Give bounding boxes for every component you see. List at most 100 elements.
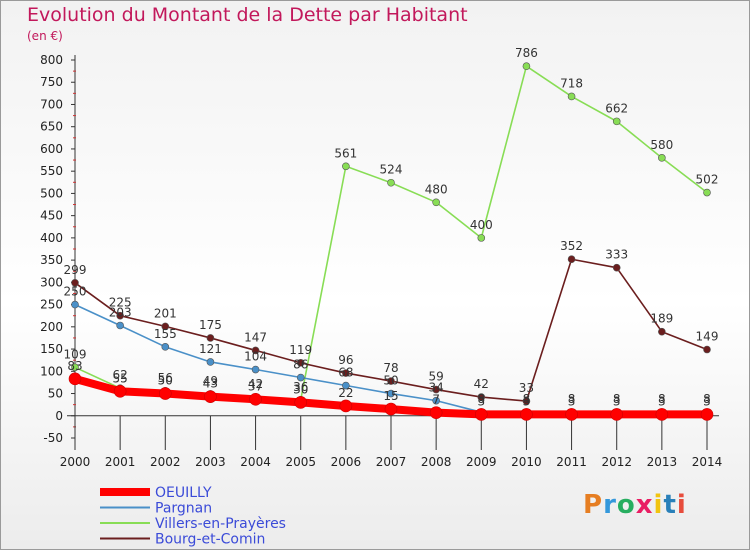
x-tick-label: 2001 [105, 455, 136, 469]
data-point [655, 408, 669, 421]
data-point [432, 396, 440, 405]
data-label: 8 [477, 392, 485, 406]
y-tick-label: 50 [48, 387, 63, 401]
data-point [387, 178, 395, 187]
data-point [296, 373, 305, 382]
data-label: 109 [64, 347, 87, 361]
data-label: 3 [477, 394, 485, 408]
data-label: 42 [474, 377, 489, 391]
x-tick-label: 2009 [466, 455, 497, 469]
data-label: 201 [154, 306, 177, 320]
data-label: 7 [432, 393, 440, 407]
data-point [477, 234, 486, 242]
data-label: 43 [203, 377, 218, 391]
x-tick-label: 2004 [240, 455, 271, 469]
x-tick-label: 2013 [647, 455, 678, 469]
data-label: 8 [568, 392, 576, 406]
data-label: 42 [248, 377, 263, 391]
y-tick-label: 400 [40, 231, 63, 245]
data-label: 50 [158, 374, 173, 388]
chart-unit-label: (en €) [27, 29, 63, 43]
data-point [429, 406, 443, 419]
data-point [565, 408, 578, 421]
data-point [658, 327, 666, 336]
data-label: 78 [383, 361, 398, 375]
data-label: 502 [696, 173, 719, 187]
data-label: 68 [338, 366, 353, 380]
y-tick-label: 600 [40, 142, 63, 156]
data-label: 203 [109, 305, 132, 319]
data-point [387, 389, 395, 398]
data-label: 56 [158, 371, 173, 385]
data-point [71, 363, 79, 372]
chart-title: Evolution du Montant de la Dette par Hab… [27, 4, 468, 26]
x-tick-label: 2012 [601, 455, 632, 469]
data-point [204, 390, 217, 403]
data-label: 96 [338, 353, 353, 367]
y-tick-label: -50 [43, 431, 63, 445]
data-point [339, 399, 353, 413]
proxiti-logo: Proxiti [583, 490, 687, 520]
data-label: 8 [613, 392, 621, 406]
legend-label: OEUILLY [155, 485, 212, 501]
data-label: 3 [703, 394, 711, 408]
logo-letter: x [635, 490, 654, 520]
data-point [161, 343, 170, 351]
data-point [522, 397, 531, 405]
x-tick-label: 2007 [376, 455, 407, 469]
data-point [700, 408, 714, 421]
data-point [384, 402, 398, 416]
data-label: 119 [289, 343, 312, 357]
data-point [249, 393, 262, 406]
data-point [387, 377, 395, 385]
x-tick-label: 2005 [285, 455, 316, 469]
data-point [520, 408, 533, 421]
y-tick-label: 650 [40, 120, 63, 134]
data-label: 175 [199, 318, 222, 332]
data-point [612, 263, 621, 272]
x-tick-label: 2000 [60, 455, 91, 469]
y-tick-label: 350 [40, 253, 63, 267]
data-label: 55 [113, 371, 128, 385]
data-point [703, 188, 711, 197]
data-label: 33 [519, 381, 534, 395]
data-point [658, 154, 666, 162]
logo-letter: t [663, 490, 677, 520]
logo-letter: P [583, 490, 604, 520]
data-point [342, 162, 350, 171]
data-point [206, 358, 215, 366]
data-point [158, 387, 172, 400]
x-tick-label: 2010 [511, 455, 542, 469]
data-point [296, 359, 305, 367]
data-point [342, 369, 350, 377]
data-label: 104 [244, 350, 267, 364]
data-point [567, 92, 576, 101]
data-label: 786 [515, 46, 538, 60]
data-label: 580 [650, 138, 673, 152]
y-tick-label: 150 [40, 342, 63, 356]
data-label: 250 [64, 285, 87, 299]
logo-letter: r [603, 490, 617, 520]
data-label: 333 [605, 248, 628, 262]
data-label: 8 [658, 392, 666, 406]
data-point [113, 385, 127, 398]
data-point [610, 408, 624, 421]
data-label: 37 [248, 379, 263, 393]
y-tick-label: 100 [40, 364, 63, 378]
x-tick-label: 2003 [195, 455, 226, 469]
y-tick-label: 700 [40, 97, 63, 111]
data-label: 30 [293, 382, 308, 396]
data-label: 8 [523, 392, 531, 406]
data-point [71, 278, 79, 287]
data-point [612, 117, 621, 126]
data-point [432, 385, 440, 394]
data-label: 400 [470, 218, 493, 232]
data-point [522, 62, 531, 71]
data-point [68, 372, 82, 386]
data-label: 3 [568, 394, 576, 408]
data-label: 3 [523, 394, 531, 408]
data-label: 36 [293, 380, 308, 394]
x-tick-label: 2014 [692, 455, 723, 469]
data-label: 352 [560, 239, 583, 253]
